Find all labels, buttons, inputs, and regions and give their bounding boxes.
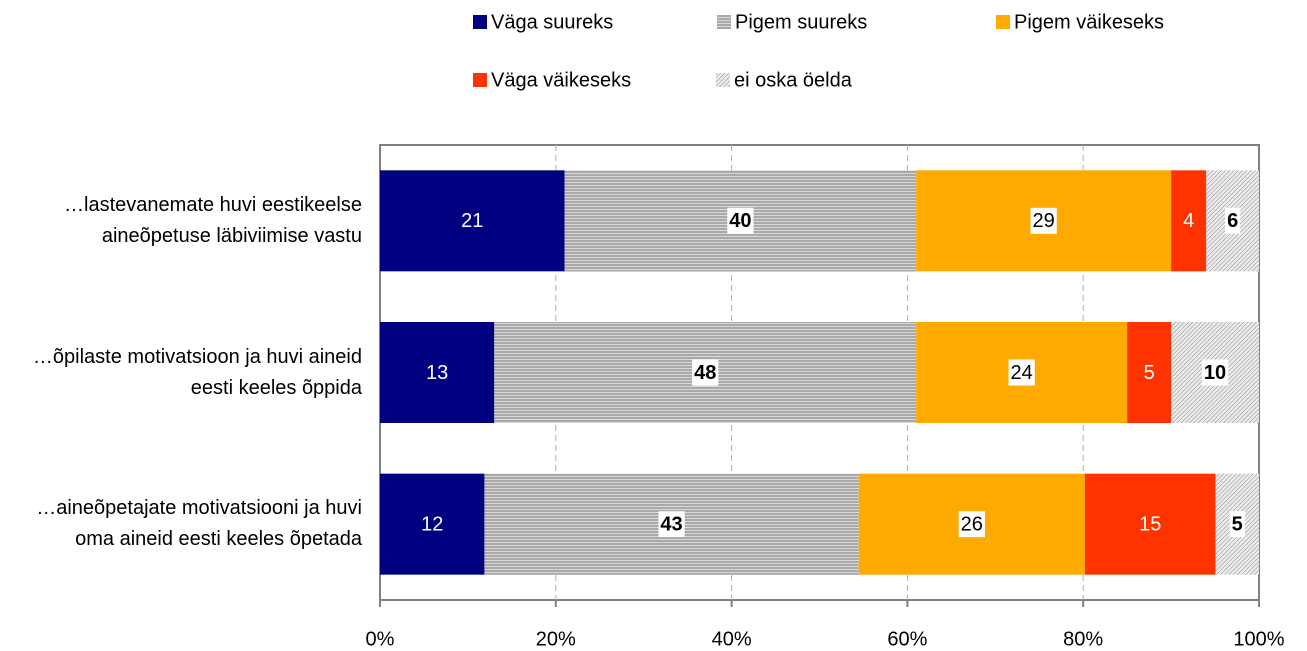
legend-swatch	[716, 73, 730, 87]
data-label: 10	[1204, 362, 1226, 384]
data-label: 21	[461, 210, 483, 232]
category-label: …aineõpetajate motivatsiooni ja huvi oma…	[36, 497, 362, 551]
legend-swatch	[717, 15, 731, 29]
data-label: 26	[961, 513, 983, 535]
data-label: 48	[694, 362, 716, 384]
x-tick-label: 80%	[1063, 628, 1103, 650]
bar-segment	[1127, 322, 1172, 423]
bar-segment	[1084, 473, 1216, 575]
legend-label: Pigem väikeseks	[1014, 11, 1164, 33]
bar-segment	[380, 170, 565, 272]
data-label-bg	[1201, 359, 1229, 386]
data-label-bg	[727, 207, 754, 234]
data-label-bg	[958, 511, 985, 538]
data-label: 15	[1139, 513, 1161, 535]
legend-label: ei oska öelda	[734, 69, 853, 91]
x-tick-label: 20%	[536, 628, 576, 650]
data-label: 29	[1033, 210, 1055, 232]
x-tick-label: 0%	[366, 628, 395, 650]
bar-segment	[380, 473, 485, 575]
legend-label: Väga väikeseks	[491, 69, 631, 91]
legend-swatch	[473, 15, 487, 29]
x-tick-label: 100%	[1233, 628, 1284, 650]
data-label: 5	[1144, 362, 1155, 384]
legend-swatch	[473, 73, 487, 87]
legend-swatch	[996, 15, 1010, 29]
data-label: 24	[1011, 362, 1033, 384]
data-label: 4	[1183, 210, 1194, 232]
data-label-bg	[1229, 511, 1245, 538]
data-label-bg	[1030, 207, 1057, 234]
data-label-bg	[1008, 359, 1035, 386]
category-label: …lastevanemate huvi eestikeelse aineõpet…	[64, 193, 362, 247]
x-tick-label: 40%	[712, 628, 752, 650]
data-label: 13	[426, 362, 448, 384]
legend-label: Pigem suureks	[735, 11, 867, 33]
legend-label: Väga suureks	[491, 11, 613, 33]
data-label-bg	[692, 359, 719, 386]
category-label: …õpilaste motivatsioon ja huvi aineid ee…	[32, 345, 362, 399]
bar-segment	[380, 322, 495, 423]
data-label: 12	[421, 513, 443, 535]
data-label: 43	[660, 513, 682, 535]
data-label-bg	[658, 511, 685, 538]
data-label-bg	[1225, 207, 1241, 234]
data-label: 5	[1232, 513, 1243, 535]
bar-segment	[1171, 170, 1207, 272]
x-tick-label: 60%	[887, 628, 927, 650]
data-label: 6	[1227, 210, 1238, 232]
data-label: 40	[729, 210, 751, 232]
